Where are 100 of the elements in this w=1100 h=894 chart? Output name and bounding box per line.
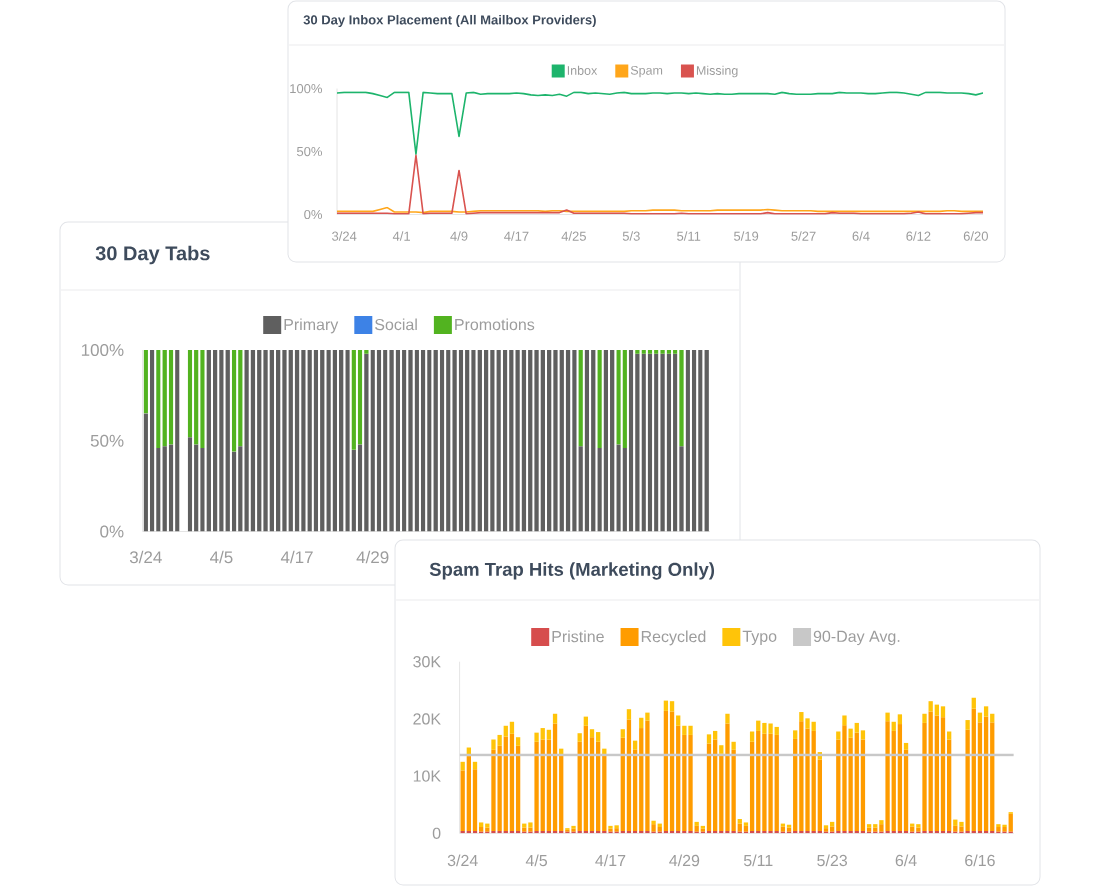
bar: [465, 350, 470, 532]
bar: [891, 730, 896, 832]
bar: [559, 350, 564, 532]
x-tick-label: 4/1: [392, 231, 411, 241]
bar: [503, 725, 508, 737]
bar: [860, 730, 866, 740]
bar: [446, 350, 451, 532]
bar: [206, 350, 211, 532]
bar: [583, 725, 588, 832]
bar: [743, 822, 749, 826]
bar: [156, 350, 161, 449]
bar: [811, 730, 816, 832]
bar: [897, 724, 903, 832]
bar: [885, 712, 890, 722]
bar: [522, 823, 527, 828]
bar: [477, 350, 482, 532]
bar: [635, 350, 640, 354]
x-tick-label: 5/23: [817, 854, 848, 867]
bar: [301, 350, 306, 532]
bar: [307, 350, 312, 532]
bar: [756, 730, 761, 832]
bar: [694, 825, 699, 832]
bar: [725, 713, 730, 724]
bar: [731, 741, 736, 750]
bar: [231, 451, 237, 532]
x-tick-label: 5/11: [677, 231, 701, 241]
bar: [402, 350, 407, 532]
x-tick-label: 6/16: [965, 854, 995, 867]
bar: [471, 350, 476, 532]
bar: [460, 770, 465, 832]
bar: [427, 350, 432, 532]
bar: [694, 821, 699, 826]
bar: [546, 729, 552, 740]
chart-title: Spam Trap Hits (Marketing Only): [429, 562, 715, 580]
legend-label: Recycled: [641, 630, 706, 646]
bar: [528, 350, 533, 532]
bar: [225, 350, 230, 532]
y-tick-label: 20K: [413, 713, 441, 725]
x-tick-label: 6/4: [852, 231, 870, 241]
bar: [632, 740, 638, 750]
bar: [842, 715, 847, 726]
bar: [420, 350, 426, 532]
bar: [540, 739, 545, 832]
bar: [269, 350, 274, 532]
bar: [364, 350, 369, 354]
bar: [219, 350, 224, 532]
bar: [339, 350, 344, 532]
bar: [578, 446, 583, 532]
bar: [503, 736, 508, 832]
bar: [673, 353, 678, 532]
bar: [509, 733, 515, 832]
x-tick-label: 4/25: [561, 231, 586, 241]
bar: [553, 350, 558, 532]
bar: [534, 831, 539, 834]
bar: [345, 350, 350, 532]
bar: [534, 732, 539, 742]
bar: [414, 350, 419, 532]
bar: [731, 831, 736, 834]
bar: [472, 769, 478, 832]
bar: [663, 710, 669, 832]
bar: [509, 721, 515, 734]
bar: [485, 823, 490, 828]
bar: [584, 350, 590, 532]
y-tick-label: 100%: [290, 84, 323, 94]
bar: [622, 448, 627, 532]
legend-label: Inbox: [567, 65, 598, 75]
bar: [559, 755, 564, 832]
bar: [162, 350, 167, 447]
y-tick-label: 50%: [90, 434, 124, 447]
bar: [483, 350, 489, 532]
bar: [660, 353, 665, 532]
bar: [1008, 813, 1013, 832]
bar: [679, 350, 684, 447]
x-tick-label: 4/17: [280, 550, 313, 564]
bar: [860, 739, 866, 832]
bar: [669, 701, 675, 712]
bar: [257, 350, 262, 532]
bar: [622, 350, 627, 449]
bar: [521, 350, 527, 532]
bar: [313, 350, 319, 532]
bar: [389, 350, 394, 532]
bar: [713, 739, 718, 832]
bar: [639, 717, 644, 729]
bar: [466, 756, 471, 832]
bar: [706, 734, 712, 744]
bar: [666, 350, 672, 354]
bar: [947, 739, 952, 832]
bar: [620, 729, 625, 738]
bar: [263, 350, 268, 532]
y-tick-label: 10K: [413, 770, 441, 782]
legend-label: Spam: [630, 65, 663, 78]
bar: [965, 720, 970, 730]
bar: [238, 350, 243, 447]
bar: [799, 831, 804, 834]
bar: [364, 353, 369, 532]
bar: [603, 350, 609, 532]
bar: [238, 446, 243, 532]
bar: [953, 825, 958, 832]
bar: [552, 723, 558, 832]
bar: [698, 350, 703, 532]
